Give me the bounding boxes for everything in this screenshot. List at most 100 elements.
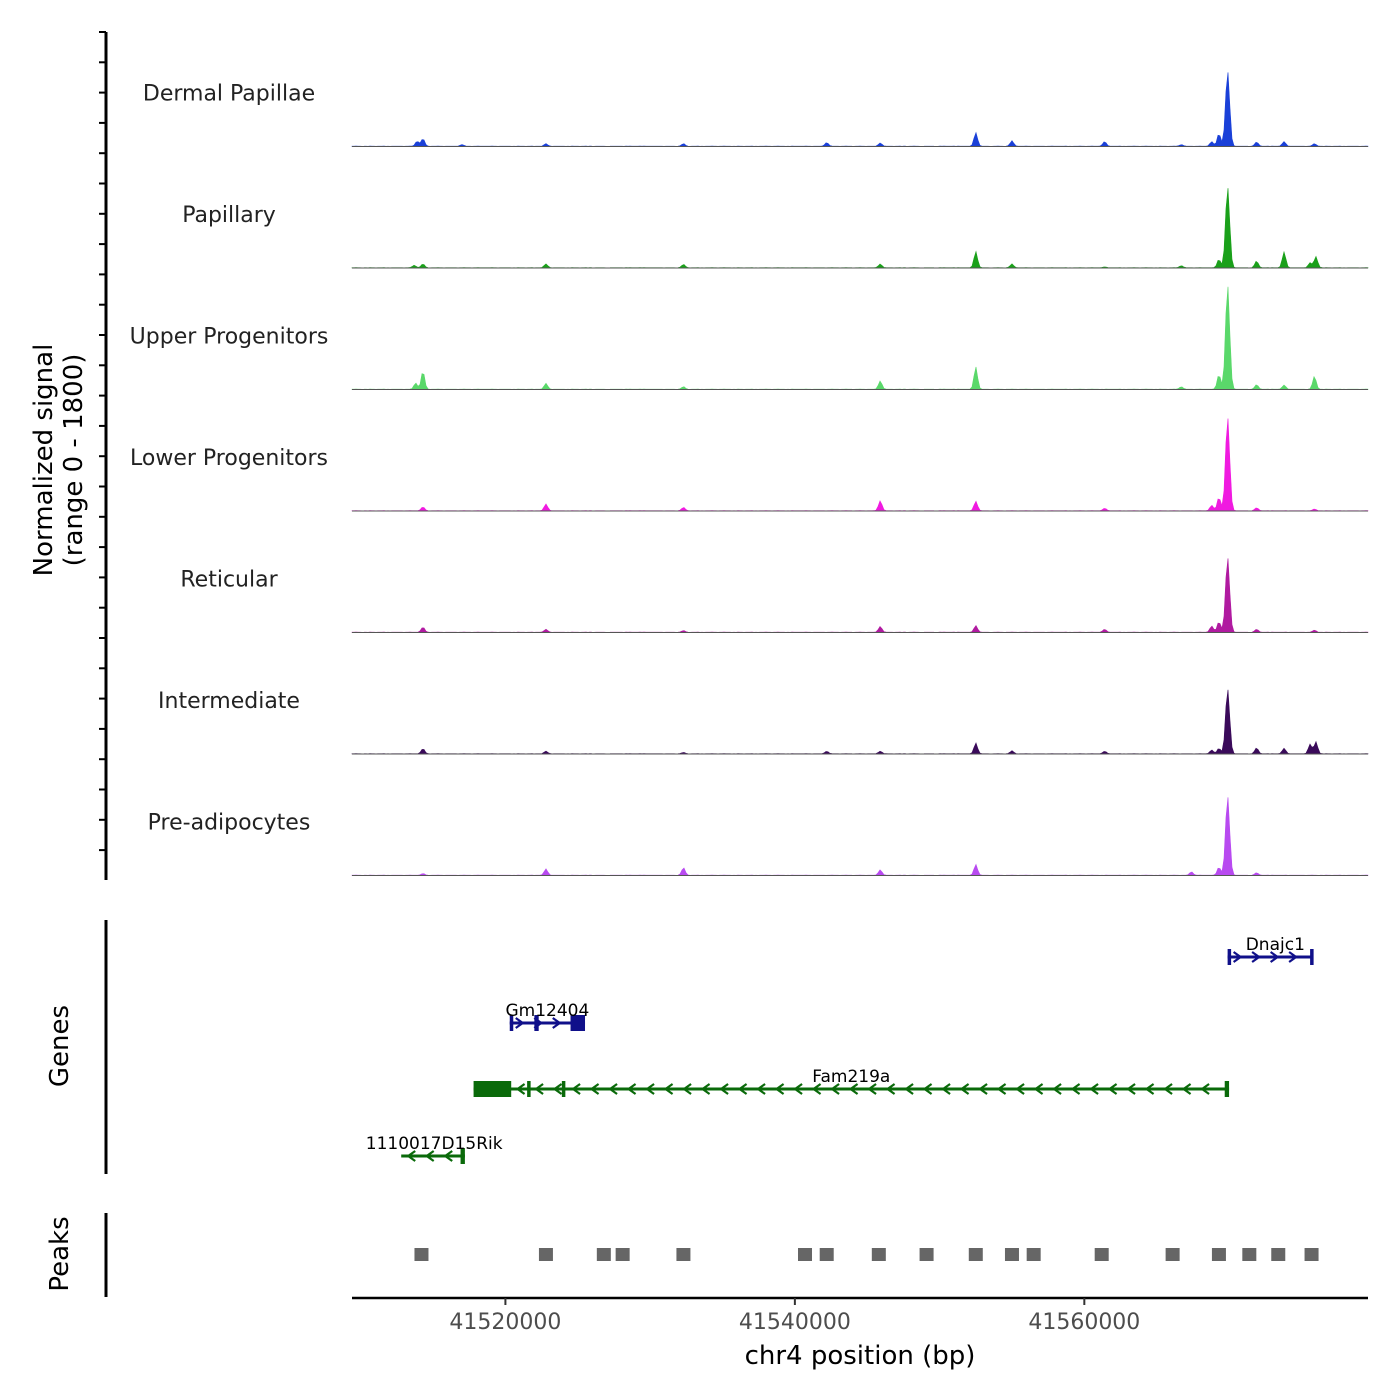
gene-dnajc1: Dnajc1 bbox=[1227, 935, 1314, 965]
strand-arrow bbox=[996, 1083, 1007, 1095]
strand-arrow bbox=[552, 1017, 562, 1029]
x-tick-label: 41560000 bbox=[1028, 1310, 1140, 1335]
gene-exon bbox=[460, 1148, 465, 1164]
peak-marker bbox=[871, 1248, 886, 1261]
gene-fam219a: Fam219a bbox=[473, 1067, 1230, 1097]
coverage-area-papillary bbox=[351, 188, 1369, 269]
strand-arrow bbox=[1070, 1083, 1081, 1095]
strand-arrow bbox=[737, 1083, 748, 1095]
coverage-area-pre-adipocytes bbox=[351, 797, 1369, 876]
strand-arrow bbox=[1015, 1083, 1025, 1095]
gene-gm12404: Gm12404 bbox=[505, 1001, 589, 1031]
strand-arrow bbox=[682, 1083, 692, 1095]
strand-arrow bbox=[663, 1083, 674, 1095]
peak-marker bbox=[1211, 1248, 1226, 1261]
gene-exon bbox=[570, 1015, 586, 1031]
strand-arrow bbox=[424, 1150, 435, 1162]
strand-arrow bbox=[1126, 1083, 1136, 1095]
gene-1110017d15rik: 1110017D15Rik bbox=[366, 1134, 503, 1164]
gene-label-fam219a: Fam219a bbox=[812, 1067, 890, 1087]
peaks-panel bbox=[104, 1213, 1319, 1297]
gene-exon bbox=[534, 1015, 539, 1031]
strand-arrow bbox=[830, 1083, 840, 1095]
peak-marker bbox=[1004, 1248, 1019, 1261]
coverage-area-upper-progenitors bbox=[351, 286, 1369, 390]
peak-marker bbox=[798, 1248, 813, 1261]
strand-arrow bbox=[1181, 1083, 1192, 1095]
gene-exon bbox=[1310, 949, 1314, 965]
peak-marker bbox=[414, 1248, 429, 1261]
peak-marker bbox=[968, 1248, 983, 1261]
coverage-y-axis-range-label: (range 0 - 1800) bbox=[59, 354, 89, 567]
strand-arrow bbox=[443, 1150, 453, 1162]
coverage-track-upper-progenitors: Upper Progenitors bbox=[130, 286, 1369, 390]
x-axis: 41520000 41540000 41560000 bbox=[352, 1296, 1368, 1335]
gene-label-1110017d15rik: 1110017D15Rik bbox=[366, 1134, 503, 1154]
peak-marker bbox=[1165, 1248, 1180, 1261]
peak-marker bbox=[596, 1248, 611, 1261]
strand-arrow bbox=[1144, 1083, 1155, 1095]
track-label-upper-progenitors: Upper Progenitors bbox=[130, 325, 329, 350]
strand-arrow bbox=[645, 1083, 655, 1095]
peak-marker bbox=[676, 1248, 691, 1261]
strand-arrow bbox=[811, 1083, 822, 1095]
peak-marker bbox=[1271, 1248, 1286, 1261]
strand-arrow bbox=[534, 1083, 544, 1095]
peak-marker bbox=[615, 1248, 630, 1261]
peak-marker bbox=[538, 1248, 553, 1261]
strand-arrow bbox=[904, 1083, 914, 1095]
gene-exon bbox=[509, 1015, 514, 1031]
gene-exon bbox=[561, 1081, 566, 1097]
gene-exon bbox=[1224, 1081, 1230, 1097]
x-axis-title: chr4 position (bp) bbox=[745, 1341, 976, 1371]
track-label-pre-adipocytes: Pre-adipocytes bbox=[148, 811, 311, 836]
strand-arrow bbox=[959, 1083, 970, 1095]
gene-exon bbox=[473, 1081, 512, 1097]
strand-arrow bbox=[1288, 951, 1299, 963]
strand-arrow bbox=[515, 1083, 526, 1095]
strand-arrow bbox=[552, 1083, 563, 1095]
coverage-area-dermal-papillae bbox=[351, 72, 1369, 147]
coverage-y-axis-label: Normalized signal bbox=[29, 344, 59, 577]
peaks-y-axis-label: Peaks bbox=[45, 1216, 75, 1291]
strand-arrow bbox=[1033, 1083, 1044, 1095]
track-label-dermal-papillae: Dermal Papillae bbox=[143, 82, 315, 107]
strand-arrow bbox=[719, 1083, 729, 1095]
peak-marker bbox=[1304, 1248, 1319, 1261]
track-label-papillary: Papillary bbox=[182, 203, 276, 228]
strand-arrow bbox=[626, 1083, 637, 1095]
genes-panel: Dnajc1 Gm12404 Fam219a 1110017D15Rik bbox=[104, 920, 1314, 1174]
peak-marker bbox=[919, 1248, 934, 1261]
peak-marker bbox=[1026, 1248, 1041, 1261]
strand-arrow bbox=[1089, 1083, 1099, 1095]
strand-arrow bbox=[848, 1083, 859, 1095]
x-tick-label: 41540000 bbox=[739, 1310, 851, 1335]
strand-arrow bbox=[1269, 951, 1280, 963]
strand-arrow bbox=[793, 1083, 803, 1095]
peak-marker bbox=[1094, 1248, 1109, 1261]
strand-arrow bbox=[515, 1017, 525, 1029]
strand-arrow bbox=[941, 1083, 951, 1095]
strand-arrow bbox=[867, 1083, 877, 1095]
peak-marker bbox=[819, 1248, 834, 1261]
coverage-track-lower-progenitors: Lower Progenitors bbox=[130, 418, 1369, 512]
gene-exon bbox=[1227, 949, 1232, 965]
strand-arrow bbox=[406, 1150, 416, 1162]
coverage-track-intermediate: Intermediate bbox=[158, 689, 1369, 755]
strand-arrow bbox=[1251, 951, 1262, 963]
track-label-intermediate: Intermediate bbox=[158, 689, 300, 714]
track-label-lower-progenitors: Lower Progenitors bbox=[130, 446, 328, 471]
strand-arrow bbox=[1232, 951, 1243, 963]
gene-label-gm12404: Gm12404 bbox=[505, 1001, 589, 1021]
strand-arrow bbox=[774, 1083, 785, 1095]
genes-y-axis-label: Genes bbox=[45, 1005, 75, 1087]
strand-arrow bbox=[700, 1083, 711, 1095]
peak-marker bbox=[1242, 1248, 1257, 1261]
strand-arrow bbox=[608, 1083, 618, 1095]
strand-arrow bbox=[756, 1083, 766, 1095]
coverage-area-intermediate bbox=[351, 689, 1369, 755]
gene-label-dnajc1: Dnajc1 bbox=[1246, 935, 1305, 955]
strand-arrow bbox=[1163, 1083, 1173, 1095]
coverage-track-dermal-papillae: Dermal Papillae bbox=[143, 72, 1369, 147]
